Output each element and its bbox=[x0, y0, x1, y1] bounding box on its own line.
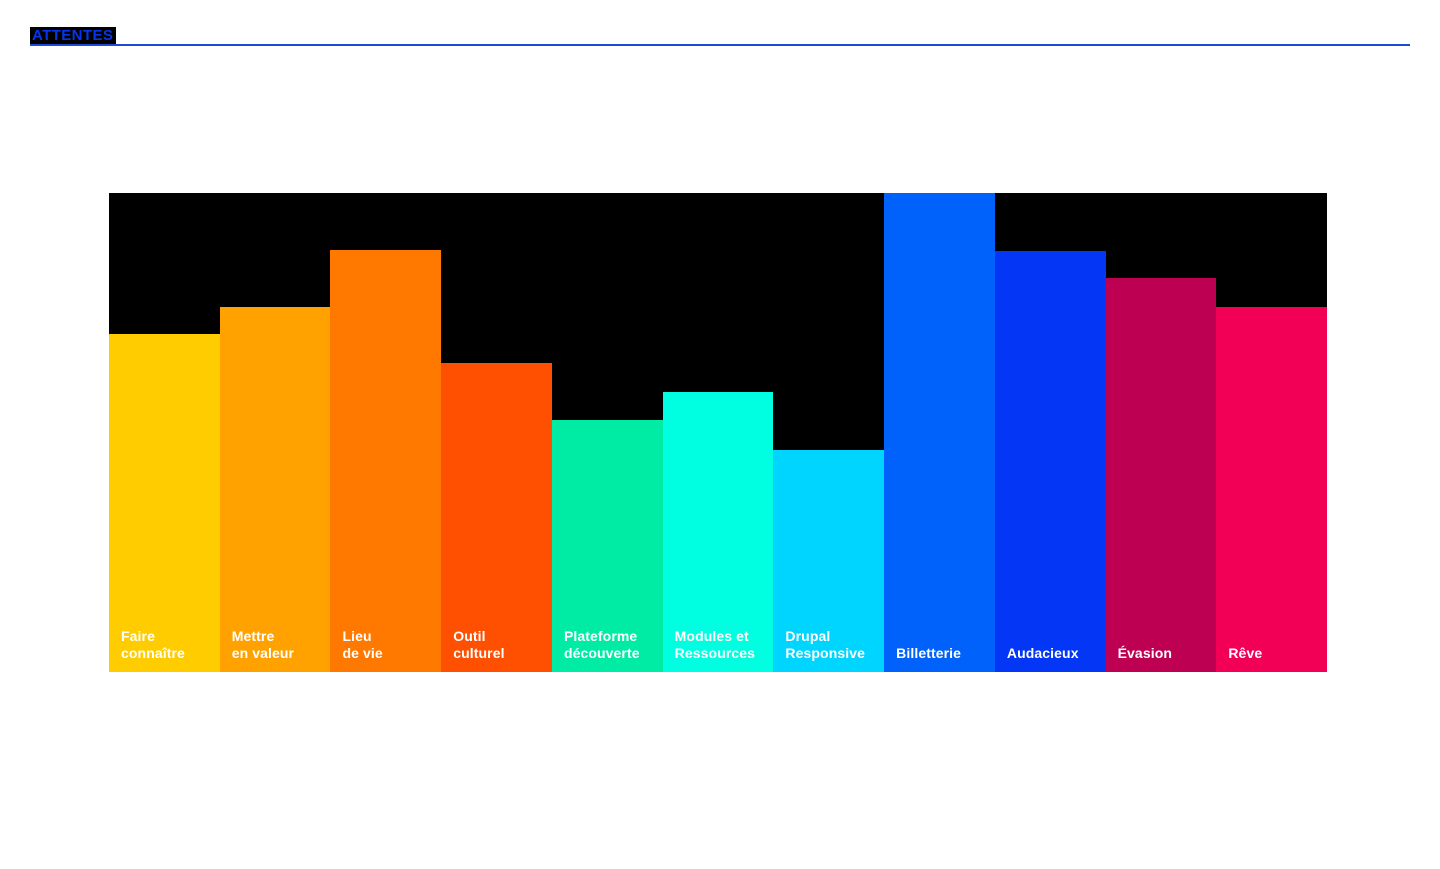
bar-label: Outil culturel bbox=[453, 628, 505, 661]
page-title: ATTENTES bbox=[30, 27, 117, 45]
bar-chart: Faire connaître Mettre en valeur Lieu de v… bbox=[109, 193, 1328, 672]
bar-1: Faire connaître bbox=[109, 333, 220, 672]
bar-6: Modules et Ressources bbox=[662, 391, 774, 672]
bar-label: Évasion bbox=[1117, 645, 1172, 661]
bar-label: Faire connaître bbox=[121, 628, 185, 661]
bar-8: Billetterie bbox=[884, 193, 995, 672]
bar-label: Plateforme découverte bbox=[563, 628, 640, 661]
bar-label: Modules et Ressources bbox=[674, 628, 756, 661]
bar-label: Billetterie bbox=[896, 645, 962, 661]
title-underline bbox=[30, 44, 1410, 46]
bar-label: Drupal Responsive bbox=[785, 628, 865, 661]
bar-10: Évasion bbox=[1105, 277, 1217, 672]
bar-2: Mettre en valeur bbox=[219, 307, 331, 672]
bar-label: Lieu de vie bbox=[342, 628, 383, 661]
bar-label: Mettre en valeur bbox=[231, 628, 295, 661]
bar-4: Outil culturel bbox=[441, 363, 552, 672]
bar-label: Audacieux bbox=[1006, 645, 1079, 661]
bar-label: Rêve bbox=[1228, 645, 1263, 661]
bar-11: Rêve bbox=[1216, 307, 1328, 672]
bar-9: Audacieux bbox=[994, 250, 1106, 672]
bar-3: Lieu de vie bbox=[330, 250, 442, 672]
bar-5: Plateforme découverte bbox=[551, 420, 663, 672]
bar-7: Drupal Responsive bbox=[773, 450, 885, 672]
